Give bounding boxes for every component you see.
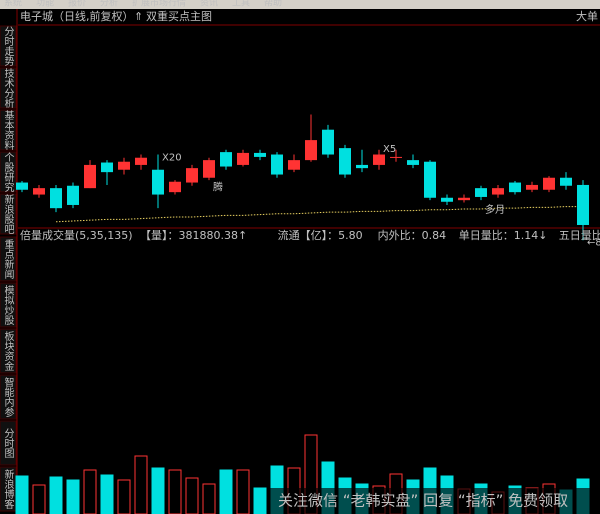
volume-bar — [32, 484, 46, 514]
moving-average — [55, 206, 583, 223]
panel-stat: 单日量比：1.14↓ — [459, 229, 548, 242]
sidebar-tab[interactable] — [0, 282, 17, 328]
menu-item[interactable]: 系统 — [4, 0, 22, 9]
panel-stat: 五日量比：4.24↓ — [559, 229, 600, 242]
candle-body — [271, 154, 283, 175]
menu-item[interactable]: 资讯 — [200, 0, 218, 9]
annotation: ←8. — [587, 238, 600, 249]
menu-item[interactable]: 功能 — [36, 0, 54, 9]
candle-body — [33, 188, 45, 195]
volume-bar — [100, 474, 114, 514]
candle-body — [458, 197, 470, 201]
menu-item[interactable]: 扩展市场行情 — [132, 0, 186, 9]
menu-item[interactable]: 分析 — [100, 0, 118, 9]
candle-body — [186, 168, 198, 183]
candle-body — [441, 197, 453, 202]
menu-item[interactable]: 帮助 — [264, 0, 282, 9]
sidebar-tab[interactable] — [0, 236, 17, 282]
candle-body — [16, 182, 28, 190]
sidebar-tab[interactable] — [0, 67, 17, 109]
candle-body — [50, 188, 62, 209]
volume-bar — [219, 469, 233, 514]
sidebar-label[interactable]: 智能内参 — [2, 376, 14, 418]
candle-body — [475, 188, 487, 197]
candle-body — [305, 140, 317, 161]
candle-body — [288, 160, 300, 170]
candle-body — [169, 181, 181, 193]
candle-body — [84, 164, 96, 189]
panel-stat: 【量】：381880.38↑ — [140, 229, 247, 242]
sidebar-label[interactable]: 重点新闻 — [2, 238, 14, 280]
candle-body — [509, 182, 521, 193]
candle-body — [220, 152, 232, 167]
sidebar-label[interactable]: 基本资料 — [2, 109, 14, 151]
candle-body — [237, 152, 249, 165]
sidebar-tab[interactable] — [0, 420, 17, 466]
sidebar-label[interactable]: 技术分析 — [2, 67, 14, 109]
candle-body — [339, 148, 351, 175]
sidebar-label[interactable]: 板块资金 — [2, 330, 14, 371]
watermark: 关注微信 “老韩实盘” 回复 “指标” 免费领取 — [278, 492, 568, 510]
volume-bar — [83, 469, 97, 514]
volume-bar — [236, 469, 250, 514]
menu-item[interactable]: 工具 — [232, 0, 250, 9]
panel-title: 倍量成交量(5,35,135) — [20, 228, 133, 242]
volume-bar — [253, 487, 267, 514]
candle-body — [526, 184, 538, 190]
annotation: X20 — [162, 153, 182, 164]
volume-bar — [49, 476, 63, 514]
panel-stat: 流通【亿】：5.80 — [278, 228, 363, 242]
volume-bar — [304, 434, 318, 514]
candle-body — [118, 161, 130, 170]
sidebar-label[interactable]: 分时图 — [2, 428, 14, 459]
sidebar-label[interactable]: 新浪博客 — [2, 468, 14, 510]
candle-body — [407, 160, 419, 165]
candle-body — [152, 169, 164, 195]
candle-body — [254, 152, 266, 157]
sidebar-label[interactable]: 分时走势 — [2, 26, 14, 67]
indicator-arrow: ⇑ — [134, 10, 143, 23]
sidebar-tab[interactable] — [0, 328, 17, 374]
watermark-band — [270, 488, 600, 514]
annotation: 多月 — [485, 203, 505, 216]
candle-body — [203, 160, 215, 178]
candle-body — [356, 164, 368, 169]
volume-bar — [117, 479, 131, 514]
candle-body — [322, 129, 334, 155]
candle-body — [543, 177, 555, 190]
sidebar-tab[interactable] — [0, 374, 17, 420]
candle-body — [390, 156, 402, 158]
candle-body — [424, 161, 436, 198]
panel-stat: 内外比：0.84 — [378, 228, 447, 242]
sidebar-tab[interactable] — [0, 151, 17, 193]
sidebar-tab[interactable] — [0, 25, 17, 67]
candle-body — [101, 162, 113, 173]
sidebar-label[interactable]: 模拟炒股 — [2, 285, 14, 326]
annotation: 腾 — [213, 180, 223, 193]
sidebar-tab[interactable] — [0, 109, 17, 151]
indicator-name[interactable]: 双重买点主图 — [146, 9, 212, 23]
volume-bar — [168, 469, 182, 514]
volume-bar — [185, 477, 199, 514]
volume-bar — [66, 479, 80, 514]
menu-item[interactable]: 报价 — [68, 0, 86, 9]
sidebar-label[interactable]: 个股研究 — [2, 152, 14, 192]
menu-bar — [0, 0, 600, 9]
candle-body — [560, 177, 572, 186]
volume-bar — [151, 467, 165, 514]
candle-body — [135, 157, 147, 165]
candle-body — [67, 185, 79, 205]
header-right[interactable]: 大单 — [576, 9, 598, 23]
sidebar-label[interactable]: 新浪股吧 — [2, 193, 14, 234]
candle-body — [373, 154, 385, 165]
volume-bar — [202, 483, 216, 514]
candle-body — [492, 188, 504, 195]
stock-name: 电子城（日线,前复权） — [20, 9, 134, 23]
annotation: X5 — [383, 144, 396, 155]
volume-bar — [15, 475, 29, 514]
volume-bar — [134, 455, 148, 514]
sidebar-tab[interactable] — [0, 193, 17, 235]
candle-body — [577, 184, 589, 225]
